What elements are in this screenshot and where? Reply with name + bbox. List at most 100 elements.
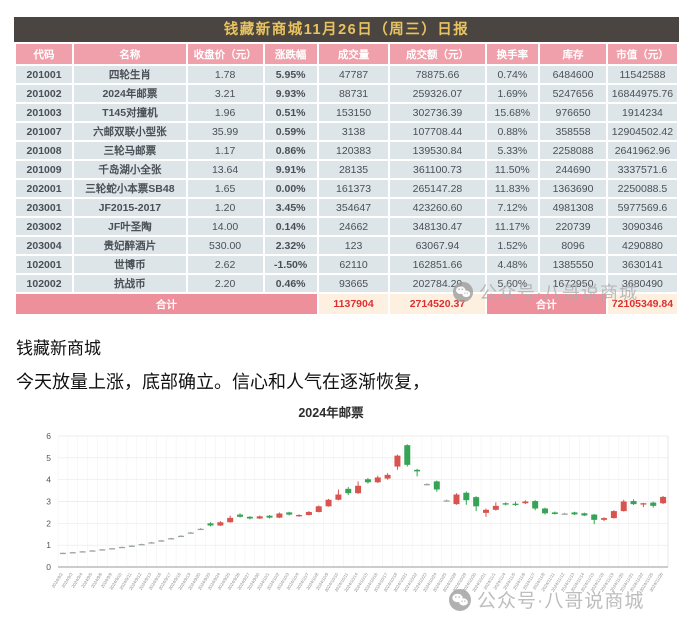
cell-change: 2.32% (264, 237, 317, 254)
cell-name: T145对撞机 (74, 104, 186, 121)
watermark-text: 公众号·八哥说商城 (479, 283, 638, 303)
cell-volume: 88731 (318, 85, 389, 102)
cell-stock: 5247656 (540, 85, 606, 102)
table-row: 203004 贵妃醉酒片 530.00 2.32% 123 63067.94 1.52% 80… (16, 237, 677, 254)
cell-change: 0.59% (264, 123, 317, 140)
cell-code: 201003 (16, 104, 73, 121)
cell-stock: 6484600 (540, 66, 606, 83)
cell-change: 9.93% (264, 85, 317, 102)
cell-turnover: 0.74% (486, 66, 539, 83)
cell-mcap: 5977569.6 (607, 199, 677, 216)
cell-close: 14.00 (187, 218, 263, 235)
cell-amount: 107708.44 (390, 123, 485, 140)
candle: 2024/10/8 (305, 505, 322, 591)
cell-close: 3.21 (187, 85, 263, 102)
table-row: 203002 JF叶圣陶 14.00 0.14% 24662 348130.47 11.17… (16, 218, 677, 235)
cell-close: 1.78 (187, 66, 263, 83)
column-header: 换手率 (486, 44, 539, 64)
cell-stock: 244690 (540, 161, 606, 178)
cell-name: JF2015-2017 (74, 199, 186, 216)
cell-name: 世博币 (74, 256, 186, 273)
cell-turnover: 0.88% (486, 123, 539, 140)
cell-mcap: 2250088.5 (607, 180, 677, 197)
cell-code: 201007 (16, 123, 73, 140)
cell-code: 203001 (16, 199, 73, 216)
column-header: 成交额（元） (390, 44, 485, 64)
y-axis-tick-label: 4 (46, 475, 51, 485)
cell-stock: 358558 (540, 123, 606, 140)
cell-volume: 120383 (318, 142, 389, 159)
cell-stock: 1672950 (540, 275, 606, 292)
report-title: 钱藏新商城11月26日（周三）日报 (14, 17, 679, 42)
cell-volume: 93665 (318, 275, 389, 292)
cell-code: 201008 (16, 142, 73, 159)
cell-turnover: 1.69% (486, 85, 539, 102)
cell-code: 201001 (16, 66, 73, 83)
candle: 2024/9/30 (246, 515, 263, 591)
cell-change: 0.14% (264, 218, 317, 235)
y-axis-tick-label: 1 (46, 540, 51, 550)
y-axis-tick-label: 6 (46, 431, 51, 441)
daily-report-table-section: 钱藏新商城11月26日（周三）日报 代码 名称 收盘价（元） 涨跌幅 成交量 成交额（元）… (14, 17, 679, 316)
cell-change: -1.50% (264, 256, 317, 273)
table-row: 201007 六邮双联小型张 35.99 0.59% 3138 107708.44 0.88… (16, 123, 677, 140)
cell-change: 5.95% (264, 66, 317, 83)
column-header: 成交量 (318, 44, 389, 64)
cell-close: 1.96 (187, 104, 263, 121)
cell-volume: 354647 (318, 199, 389, 216)
cell-close: 2.62 (187, 256, 263, 273)
cell-name: 贵妃醉酒片 (74, 237, 186, 254)
commentary-text: 今天放量上涨，底部确立。信心和人气在逐渐恢复， (16, 372, 430, 392)
cell-amount: 162851.66 (390, 256, 485, 273)
cell-amount: 361100.73 (390, 161, 485, 178)
cell-close: 530.00 (187, 237, 263, 254)
cell-turnover: 4.48% (486, 256, 539, 273)
cell-name: 千岛湖小全张 (74, 161, 186, 178)
cell-mcap: 3090346 (607, 218, 677, 235)
column-header: 代码 (16, 44, 73, 64)
table-total-row: 合计 1137904 2714520.37 合计 72105349.84 (16, 294, 677, 314)
cell-amount: 302736.39 (390, 104, 485, 121)
cell-mcap: 12904502.42 (607, 123, 677, 140)
watermark-text: 公众号·八哥说商城 (477, 591, 645, 612)
cell-code: 203004 (16, 237, 73, 254)
cell-code: 102001 (16, 256, 73, 273)
cell-volume: 62110 (318, 256, 389, 273)
wechat-icon (449, 588, 471, 611)
cell-mcap: 3630141 (607, 256, 677, 273)
candle: 2024/9/25 (217, 515, 234, 591)
table-header-row: 代码 名称 收盘价（元） 涨跌幅 成交量 成交额（元） 换手率 库存 市值（元） (16, 44, 677, 64)
cell-close: 1.17 (187, 142, 263, 159)
cell-name: 六邮双联小型张 (74, 123, 186, 140)
cell-change: 0.51% (264, 104, 317, 121)
candle: 2024/9/26 (226, 513, 244, 591)
cell-stock: 2258088 (540, 142, 606, 159)
cell-name: 三轮马邮票 (74, 142, 186, 159)
cell-close: 35.99 (187, 123, 263, 140)
report-table: 代码 名称 收盘价（元） 涨跌幅 成交量 成交额（元） 换手率 库存 市值（元） 201001 四… (14, 42, 679, 316)
chart-title: 2024年邮票 (298, 406, 364, 420)
total-label: 合计 (16, 294, 317, 314)
cell-turnover: 1.52% (486, 237, 539, 254)
watermark-overlay-bottom: 公众号·八哥说商城 (448, 586, 644, 613)
cell-change: 0.86% (264, 142, 317, 159)
cell-mcap: 11542588 (607, 66, 677, 83)
cell-stock: 8096 (540, 237, 606, 254)
cell-volume: 47787 (318, 66, 389, 83)
total-mcap: 72105349.84 (607, 294, 677, 314)
candle: 2024/10/1 (256, 515, 273, 591)
cell-name: 四轮生肖 (74, 66, 186, 83)
cell-stock: 976650 (540, 104, 606, 121)
cell-name: 2024年邮票 (74, 85, 186, 102)
cell-amount: 348130.47 (390, 218, 485, 235)
cell-name: 抗战币 (74, 275, 186, 292)
table-row: 201009 千岛湖小全张 13.64 9.91% 28135 361100.73 11.5… (16, 161, 677, 178)
cell-turnover: 11.83% (486, 180, 539, 197)
cell-volume: 24662 (318, 218, 389, 235)
y-axis-tick-label: 3 (46, 497, 51, 507)
wechat-icon (452, 281, 474, 303)
cell-name: JF叶圣陶 (74, 218, 186, 235)
cell-name: 三轮蛇小本票SB48 (74, 180, 186, 197)
cell-stock: 4981308 (540, 199, 606, 216)
cell-turnover: 15.68% (486, 104, 539, 121)
